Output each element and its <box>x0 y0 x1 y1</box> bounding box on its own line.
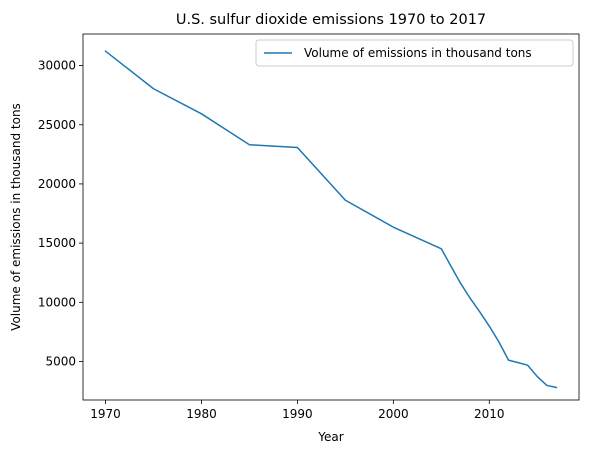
data-point <box>450 265 452 267</box>
data-point <box>546 385 548 387</box>
data-point <box>297 147 299 149</box>
legend-label: Volume of emissions in thousand tons <box>304 46 532 60</box>
legend: Volume of emissions in thousand tons <box>255 39 574 67</box>
plot-area: 1970 1980 1990 2000 2010 5000 10000 15000 20000 2… <box>38 33 580 421</box>
x-axis-label: Year <box>317 430 343 444</box>
data-point <box>441 248 443 250</box>
data-point <box>527 364 529 366</box>
data-point <box>153 88 155 90</box>
y-tick-label: 10000 <box>38 295 76 309</box>
data-point <box>469 297 471 299</box>
x-tick-label: 1970 <box>90 407 121 421</box>
y-tick-label: 30000 <box>38 59 76 73</box>
data-point <box>345 200 347 202</box>
x-tick-label: 2000 <box>378 407 409 421</box>
data-point <box>460 282 462 284</box>
y-tick-label: 20000 <box>38 177 76 191</box>
data-point <box>393 226 395 228</box>
y-tick-label: 25000 <box>38 118 76 132</box>
x-tick-label: 1980 <box>186 407 217 421</box>
data-point <box>249 144 251 146</box>
x-tick-label: 1990 <box>282 407 313 421</box>
data-point <box>508 359 510 361</box>
y-axis-label: Volume of emissions in thousand tons <box>9 103 23 331</box>
data-point <box>489 325 491 327</box>
x-tick-label: 2010 <box>474 407 505 421</box>
data-point <box>537 376 539 378</box>
data-point <box>479 311 481 313</box>
data-point <box>556 387 558 389</box>
y-tick-label: 15000 <box>38 236 76 250</box>
y-tick-label: 5000 <box>45 354 76 368</box>
data-point <box>498 341 500 343</box>
legend-box <box>255 39 574 67</box>
data-point <box>517 362 519 364</box>
data-point <box>201 113 203 115</box>
series-line <box>104 50 558 389</box>
data-point <box>105 50 107 52</box>
plot-frame <box>82 33 580 401</box>
chart-title: U.S. sulfur dioxide emissions 1970 to 20… <box>176 12 486 28</box>
